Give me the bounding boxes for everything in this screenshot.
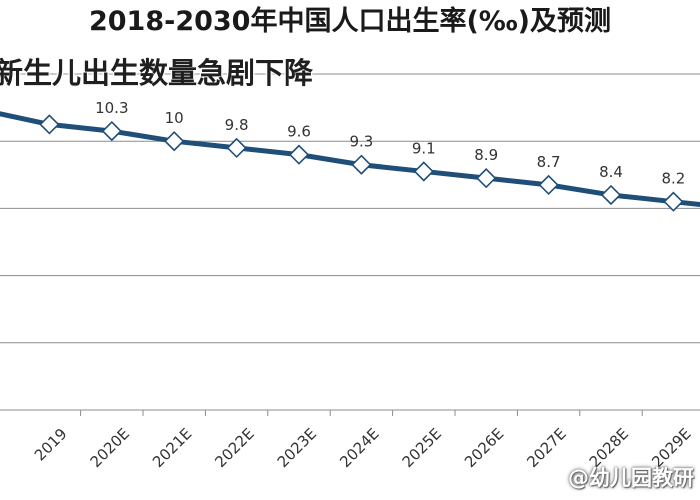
x-tick-label: 2023E [274,425,320,471]
data-point [39,114,60,135]
data-point [476,168,497,189]
data-label: 10.3 [95,99,128,117]
x-tick-label: 2019 [31,425,71,465]
data-point [663,191,684,212]
data-point [288,144,310,165]
x-tick-label: 2027E [523,425,569,471]
data-point [351,154,372,175]
x-tick-label: 2024E [336,425,382,471]
x-tick-label: 2021E [149,425,195,471]
data-point [164,131,185,152]
data-label: 9.6 [287,123,311,141]
data-label: 9.8 [225,116,249,134]
data-point [413,161,434,182]
data-label: 8.2 [661,170,685,188]
data-label: 8.7 [537,153,561,171]
data-label: 8.9 [474,146,498,164]
x-tick-label: 2026E [461,425,507,471]
chart-title: 2018-2030年中国人口出生率(‰)及预测 [88,6,612,37]
series-line [0,111,700,208]
data-label: 9.3 [349,133,373,151]
data-point [101,120,122,142]
x-tick-label: 2025E [399,425,445,471]
overlay-caption: 新生儿出生数量急剧下降 [0,56,314,90]
data-point [600,184,622,206]
x-tick-label: 2022E [211,425,257,471]
data-label: 9.1 [412,139,436,157]
watermark: @幼儿园教研 [568,466,694,490]
data-point [226,137,247,159]
data-label: 10 [165,109,184,127]
data-label: 8.4 [599,163,623,181]
x-tick-label: 2020E [87,425,133,471]
data-point [538,174,559,196]
